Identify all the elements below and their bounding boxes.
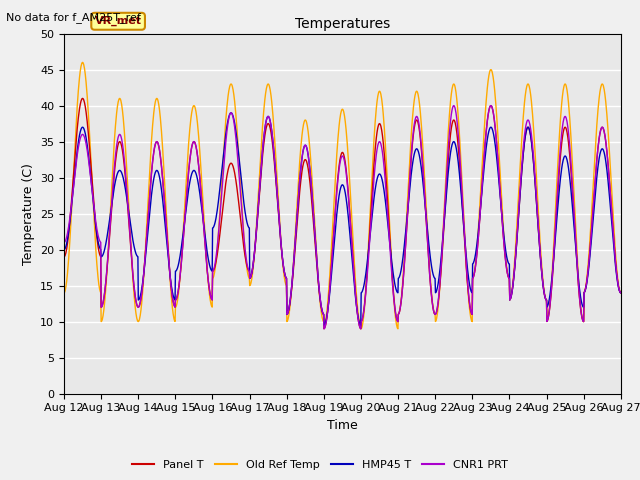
HMP45 T: [552, 234, 559, 240]
CNR1 PRT: [320, 326, 328, 332]
Old Ref Temp: [617, 290, 625, 296]
Panel T: [60, 254, 68, 260]
Panel T: [502, 264, 510, 269]
Panel T: [246, 275, 254, 280]
Old Ref Temp: [246, 282, 254, 288]
CNR1 PRT: [502, 264, 510, 269]
Old Ref Temp: [429, 307, 437, 313]
Line: Old Ref Temp: Old Ref Temp: [64, 62, 621, 329]
HMP45 T: [60, 247, 68, 252]
X-axis label: Time: Time: [327, 419, 358, 432]
HMP45 T: [170, 296, 178, 302]
Old Ref Temp: [184, 146, 192, 152]
Panel T: [79, 96, 86, 101]
Title: Temperatures: Temperatures: [295, 17, 390, 31]
Line: HMP45 T: HMP45 T: [64, 113, 621, 325]
Panel T: [429, 308, 437, 313]
Old Ref Temp: [502, 261, 510, 266]
HMP45 T: [429, 273, 437, 279]
Panel T: [171, 304, 179, 310]
HMP45 T: [617, 290, 625, 296]
HMP45 T: [320, 322, 328, 328]
Line: CNR1 PRT: CNR1 PRT: [64, 106, 621, 329]
Text: VR_met: VR_met: [95, 16, 141, 26]
CNR1 PRT: [617, 290, 625, 296]
HMP45 T: [502, 252, 510, 257]
Old Ref Temp: [79, 60, 86, 65]
CNR1 PRT: [246, 275, 254, 281]
HMP45 T: [227, 110, 235, 116]
Line: Panel T: Panel T: [64, 98, 621, 329]
Y-axis label: Temperature (C): Temperature (C): [22, 163, 35, 264]
HMP45 T: [246, 275, 254, 280]
Old Ref Temp: [394, 326, 402, 332]
CNR1 PRT: [170, 303, 178, 309]
Legend: Panel T, Old Ref Temp, HMP45 T, CNR1 PRT: Panel T, Old Ref Temp, HMP45 T, CNR1 PRT: [127, 456, 513, 474]
CNR1 PRT: [487, 103, 495, 108]
Text: No data for f_AM25T_ref: No data for f_AM25T_ref: [6, 12, 141, 23]
Panel T: [617, 290, 625, 296]
Old Ref Temp: [171, 318, 179, 324]
CNR1 PRT: [429, 306, 437, 312]
Old Ref Temp: [60, 290, 68, 296]
HMP45 T: [184, 192, 191, 198]
Panel T: [184, 173, 192, 179]
CNR1 PRT: [60, 240, 68, 245]
Panel T: [552, 228, 559, 234]
Old Ref Temp: [552, 209, 559, 215]
CNR1 PRT: [552, 224, 559, 229]
Panel T: [320, 326, 328, 332]
CNR1 PRT: [184, 177, 191, 183]
